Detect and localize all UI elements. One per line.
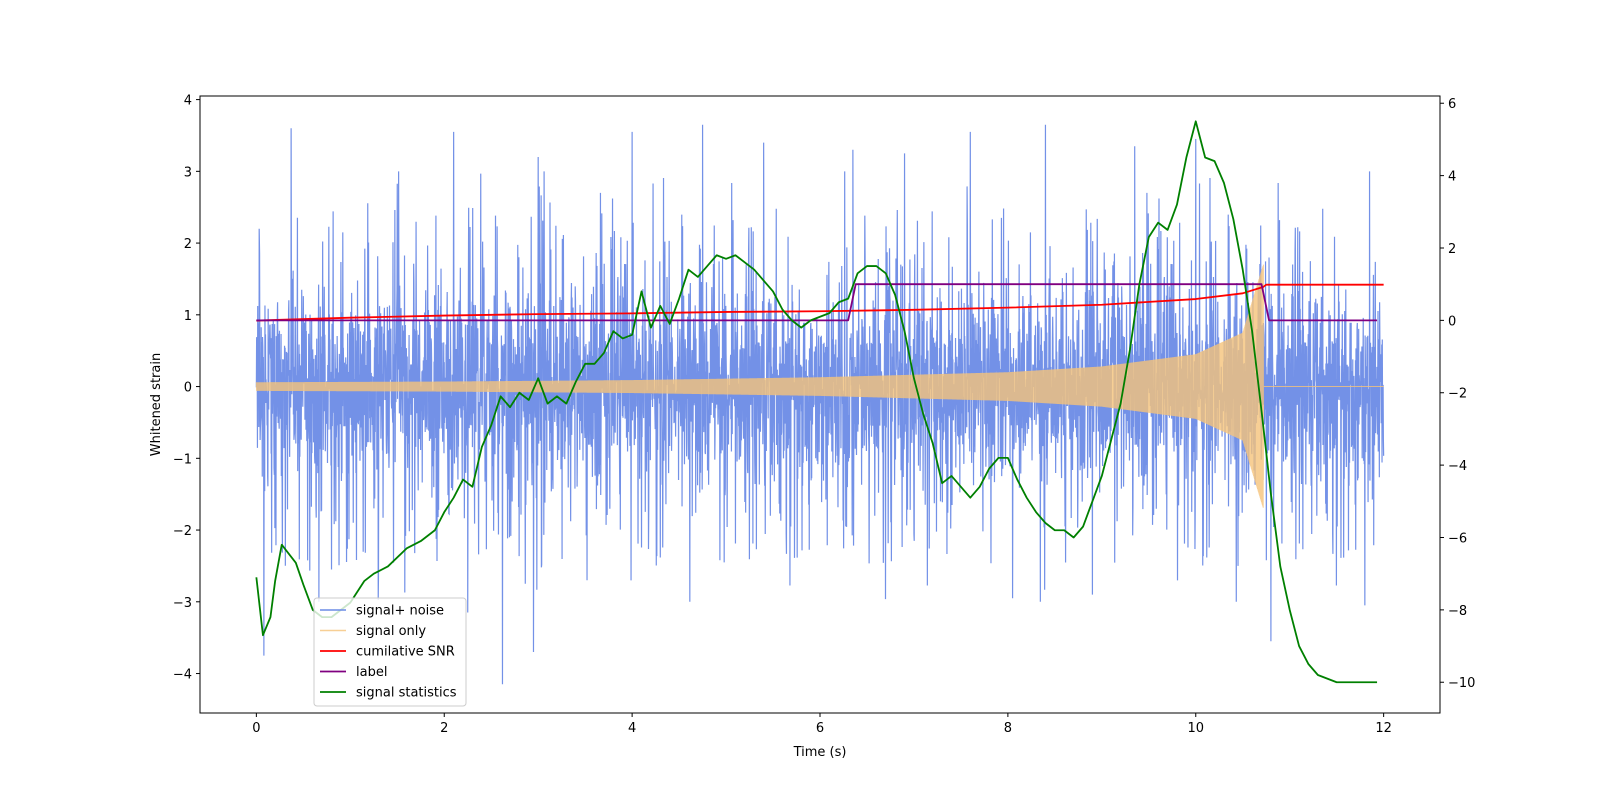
x-tick-label: 0 [252,721,260,736]
y-tick-label: −4 [173,668,192,683]
y-tick-label: −2 [173,524,192,539]
legend-label: signal+ noise [356,604,444,619]
legend-entry-signal-statistics: signal statistics [320,686,457,701]
legend-entry-cumulative-snr: cumilative SNR [320,645,455,660]
legend-entry-signal-only: signal only [320,624,426,639]
legend-label: label [356,665,387,680]
x-tick-label: 8 [1004,721,1012,736]
series-cumulative-snr [256,283,1384,322]
y-tick-label: 2 [184,237,192,252]
legend-label: signal statistics [356,686,457,701]
series-layer [255,120,1385,685]
y-tick-label: 4 [184,94,192,109]
legend-entry-signal-noise: signal+ noise [320,604,444,619]
y2-tick-label: 4 [1448,170,1456,185]
x-axis-label: Time (s) [793,745,847,760]
y2-tick-label: −10 [1448,676,1475,691]
y2-tick-label: 2 [1448,242,1456,257]
y-tick-label: 1 [184,309,192,324]
legend: signal+ noise signal only cumilative SNR la… [313,597,467,707]
x-tick-label: 10 [1187,721,1204,736]
x-tick-label: 2 [440,721,448,736]
series-signal-noise [255,124,1385,685]
y2-tick-label: −8 [1448,604,1467,619]
legend-label: cumilative SNR [356,645,455,660]
x-tick-label: 6 [816,721,824,736]
x-tick-label: 4 [628,721,636,736]
y-axis-label: Whitened strain [149,353,164,456]
y2-tick-label: −2 [1448,387,1467,402]
legend-entry-label: label [320,665,387,680]
y2-tick-label: 6 [1448,97,1456,112]
series-label [256,283,1378,322]
y-tick-label: 3 [184,165,192,180]
y-tick-label: 0 [184,381,192,396]
y2-tick-label: 0 [1448,314,1456,329]
y-tick-label: −1 [173,452,192,467]
x-tick-label: 12 [1375,721,1392,736]
y2-tick-label: −4 [1448,459,1467,474]
legend-box [313,597,467,707]
y-tick-label: −3 [173,596,192,611]
series-signal-statistics [255,120,1378,684]
legend-label: signal only [356,624,426,639]
y2-tick-label: −6 [1448,531,1467,546]
series-signal-only [255,264,1384,508]
